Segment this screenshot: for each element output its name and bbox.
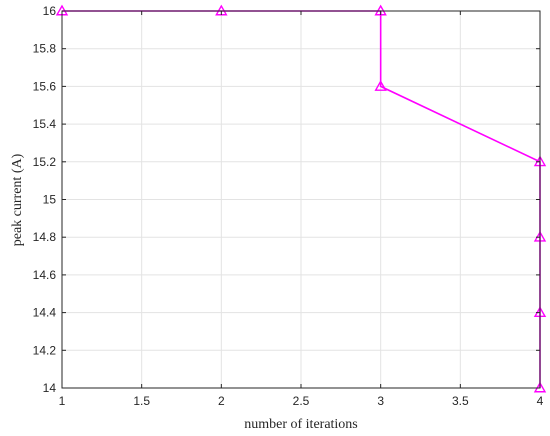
y-tick-label: 15.4 [33,117,57,131]
x-tick-label: 3.5 [452,394,469,408]
y-tick-label: 15.6 [33,79,57,93]
y-axis-label: peak current (A) [10,153,25,246]
x-tick-label: 4 [537,394,544,408]
data-point-marker [533,381,547,393]
x-tick-label: 1.5 [133,394,150,408]
y-tick-label: 15.2 [33,155,57,169]
x-axis-label: number of iterations [244,417,358,432]
y-tick-label: 14.6 [33,268,57,282]
x-tick-label: 2 [218,394,225,408]
y-tick-label: 15.8 [33,42,57,56]
y-tick-label: 14.4 [33,306,57,320]
x-tick-label: 3 [377,394,384,408]
y-tick-label: 14.8 [33,230,57,244]
x-tick-label: 2.5 [293,394,310,408]
y-tick-label: 16 [43,4,57,18]
y-tick-label: 14 [43,381,57,395]
data-point-marker [374,79,387,91]
grid [61,10,541,389]
y-tick-label: 15 [43,193,57,207]
x-tick-label: 1 [59,394,66,408]
y-tick-label: 14.2 [33,343,57,357]
axis-ticks: 1 1.5 2 2.5 3 3.5 4 14 14.2 14.4 14.6 14.8 15 15.2 15.… [33,4,544,408]
